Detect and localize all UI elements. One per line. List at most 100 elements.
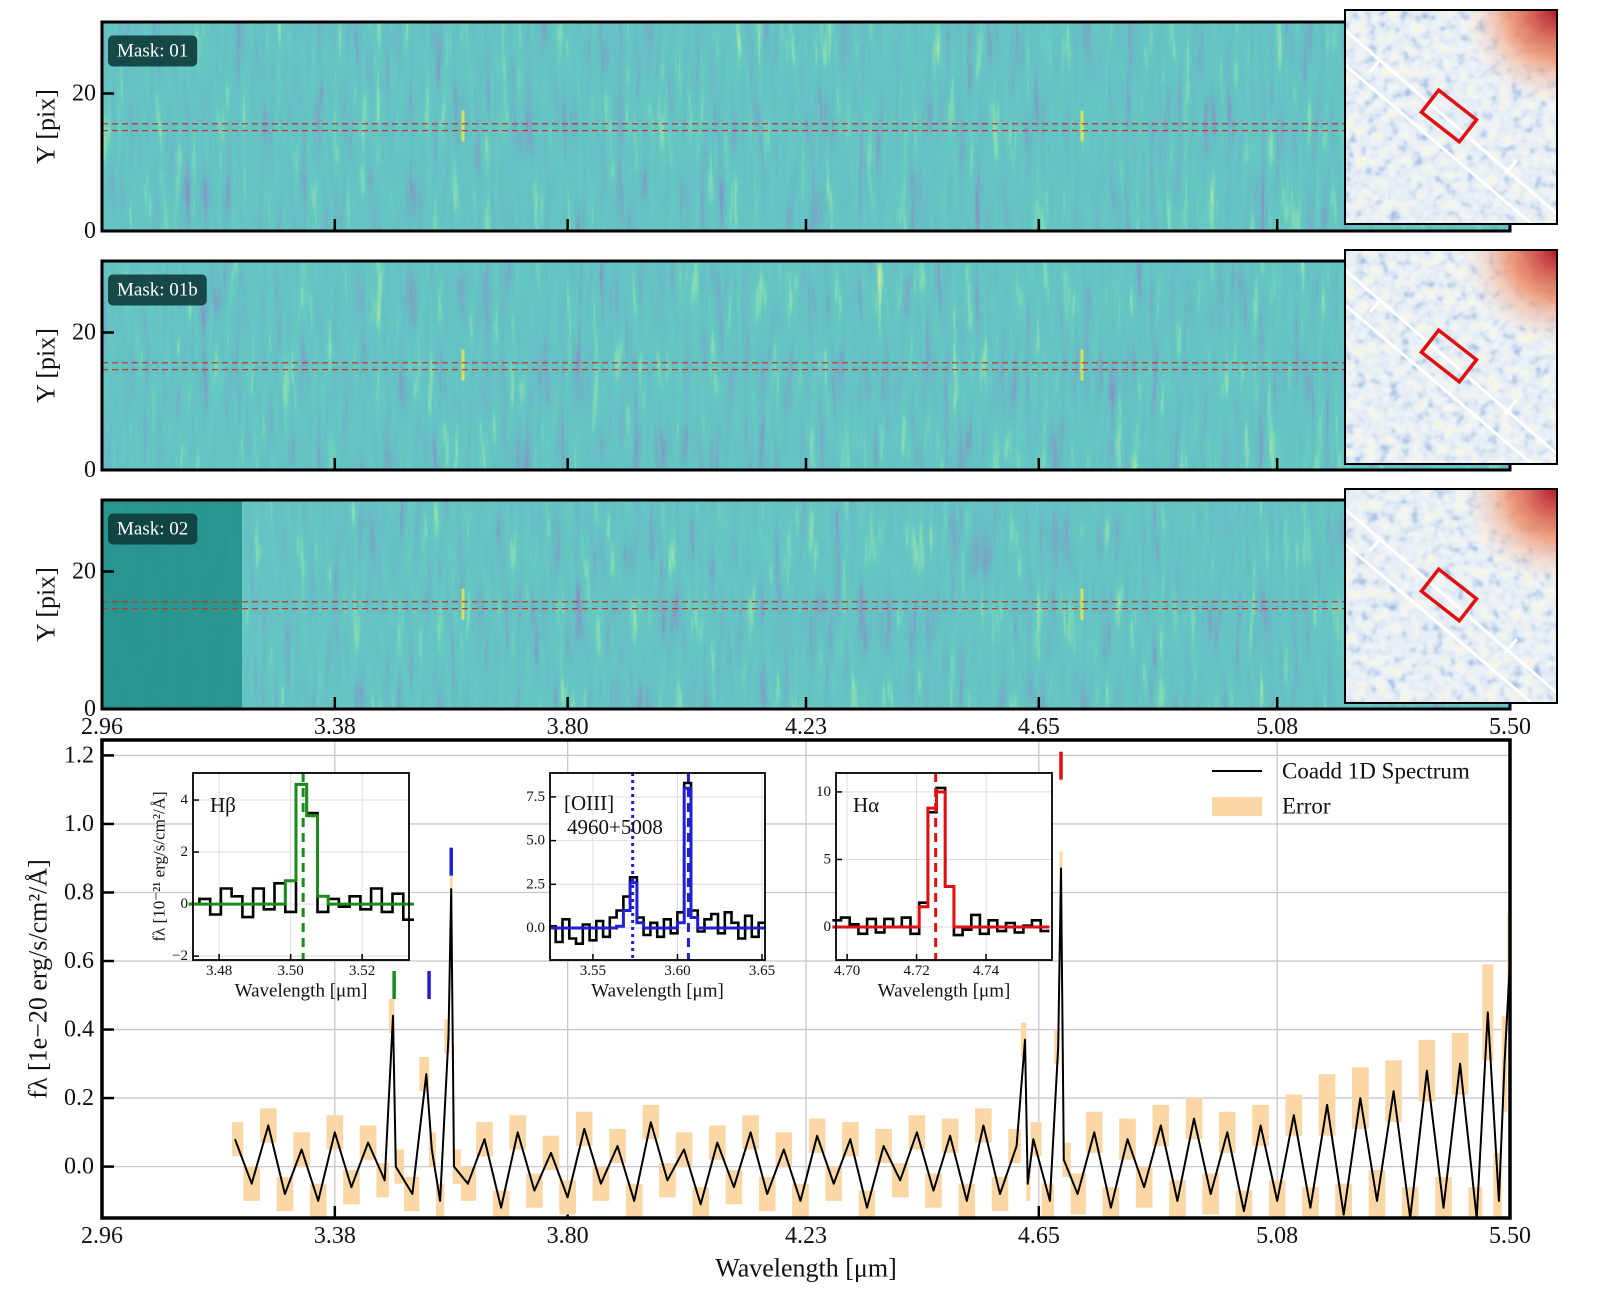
x-tick-label: 3.65 — [749, 963, 775, 979]
error-band — [232, 1122, 244, 1157]
x-tick-label: 3.55 — [580, 963, 606, 979]
error-band — [1102, 1187, 1120, 1218]
y-tick-label: 0.6 — [64, 948, 94, 974]
x-axis-label: Wavelength [μm] — [591, 981, 724, 1002]
cutout-hotspot — [1345, 250, 1557, 464]
y-tick-label: 5 — [824, 851, 832, 867]
y-tick-label: 0.0 — [526, 920, 545, 936]
x-tick-label: 3.48 — [206, 963, 232, 979]
slit-aperture — [1419, 566, 1479, 624]
legend-label: Coadd 1D Spectrum — [1282, 759, 1470, 784]
error-band — [376, 1163, 389, 1198]
error-band — [452, 1149, 461, 1184]
spectrum-2d-image — [102, 500, 1510, 709]
emission-feature — [461, 588, 465, 620]
y-tick-label: 1.0 — [64, 811, 94, 837]
spectrum-line — [234, 867, 1510, 1218]
legend-swatch — [1212, 797, 1262, 816]
error-band — [1401, 1187, 1419, 1218]
y-axis-label: Y [pix] — [32, 567, 61, 642]
x-tick-label: 4.65 — [1018, 1223, 1060, 1249]
emission-feature — [1080, 110, 1084, 142]
slit-aperture — [1419, 87, 1479, 145]
mask-label: Mask: 02 — [117, 519, 188, 540]
inset-frame — [192, 772, 410, 961]
x-tick-label: 5.08 — [1256, 714, 1298, 740]
x-tick-label: 2.96 — [81, 1223, 123, 1249]
y-tick-label: 10 — [816, 784, 831, 800]
mask-label: Mask: 01 — [117, 41, 188, 62]
x-tick-label: 3.60 — [664, 963, 690, 979]
y-tick-label: 0.2 — [64, 1085, 94, 1111]
y-tick-label: 0 — [824, 919, 832, 935]
line-label: 4960+5008 — [567, 815, 663, 839]
cutout-hotspot — [1345, 489, 1557, 703]
cutout-frame — [1344, 249, 1558, 465]
y-tick-label: 0 — [84, 457, 96, 483]
x-tick-label: 4.74 — [973, 963, 1000, 979]
x-axis-label: Wavelength [μm] — [235, 981, 368, 1002]
y-axis-label: Y [pix] — [32, 328, 61, 403]
error-band — [388, 998, 395, 1033]
y-tick-label: 0.0 — [64, 1154, 94, 1180]
mask-label-box — [108, 35, 198, 67]
slit-outline — [1344, 268, 1558, 466]
error-band — [1435, 1176, 1452, 1218]
x-axis-label: Wavelength [μm] — [715, 1254, 897, 1283]
mask-label: Mask: 01b — [117, 280, 198, 301]
x-tick-label: 5.50 — [1489, 714, 1531, 740]
y-tick-label: 2.5 — [526, 876, 545, 892]
x-tick-label: 3.38 — [314, 1223, 356, 1249]
error-band — [1235, 1190, 1253, 1218]
y-tick-label: 7.5 — [526, 789, 545, 805]
model-step — [188, 782, 414, 906]
x-tick-label: 4.70 — [834, 963, 860, 979]
error-band — [1368, 1170, 1386, 1218]
y-tick-label: 0 — [84, 218, 96, 244]
y-axis-label: Y [pix] — [32, 89, 61, 164]
slit-outline — [1344, 28, 1558, 226]
emission-feature — [1080, 588, 1084, 620]
error-band — [1041, 1183, 1055, 1218]
axes-frame — [100, 738, 1512, 1220]
y-axis-label: fλ [10⁻²¹ erg/s/cm²/Å] — [150, 791, 169, 941]
x-tick-label: 5.08 — [1256, 1223, 1298, 1249]
error-band — [1020, 1022, 1027, 1057]
inset-background — [193, 773, 409, 960]
y-tick-label: 20 — [72, 81, 96, 107]
cutout-hotspot — [1345, 10, 1557, 224]
y-axis-label: fλ [1e−20 erg/s/cm²/Å] — [24, 859, 53, 1099]
line-label: Hβ — [210, 793, 236, 817]
cutout-frame — [1344, 488, 1558, 704]
error-band — [1030, 1122, 1042, 1157]
x-tick-label: 4.65 — [1018, 714, 1060, 740]
error-band — [1054, 1029, 1060, 1064]
error-band — [444, 1019, 450, 1054]
x-tick-label: 3.80 — [547, 714, 589, 740]
error-band — [419, 1056, 430, 1092]
mask-label-box — [108, 513, 198, 545]
inset-frame — [549, 772, 766, 961]
x-axis-label: Wavelength [μm] — [878, 981, 1011, 1002]
spectrum-2d-image — [102, 22, 1510, 231]
error-band — [394, 1149, 405, 1184]
x-tick-label: 5.50 — [1489, 1223, 1531, 1249]
data-step — [832, 786, 1050, 937]
x-tick-label: 3.80 — [547, 1223, 589, 1249]
line-label: [OIII] — [564, 791, 614, 815]
slit-aperture — [1419, 327, 1479, 385]
slit-outline — [1344, 507, 1558, 705]
legend-label: Error — [1282, 794, 1331, 819]
y-tick-label: −2 — [172, 948, 188, 964]
mask-label-box — [108, 274, 207, 306]
error-band — [1062, 1142, 1071, 1177]
y-tick-label: 4 — [181, 792, 189, 808]
emission-feature — [461, 349, 465, 381]
y-tick-label: 2 — [181, 844, 189, 860]
y-tick-label: 1.2 — [64, 742, 94, 768]
y-tick-label: 20 — [72, 559, 96, 585]
y-tick-label: 5.0 — [526, 833, 545, 849]
model-step — [549, 786, 766, 930]
x-tick-label: 4.72 — [903, 963, 929, 979]
